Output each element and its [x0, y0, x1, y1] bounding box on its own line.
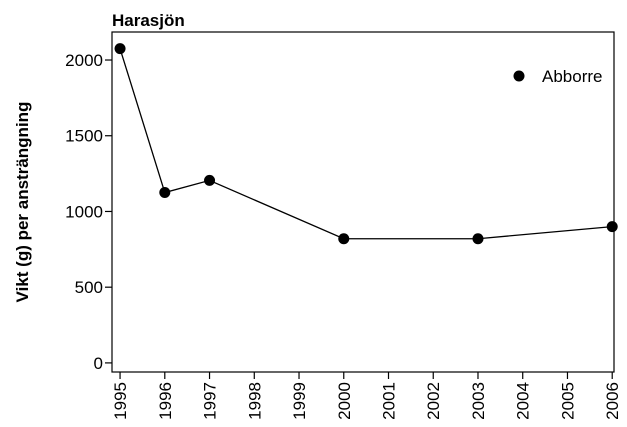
x-tick-label: 2001 — [380, 382, 399, 420]
point — [159, 187, 171, 199]
x-tick-label: 2003 — [469, 382, 488, 420]
x-tick-label: 1996 — [156, 382, 175, 420]
x-tick-label: 2004 — [514, 382, 533, 420]
x-tick-label: 1997 — [201, 382, 220, 420]
point — [472, 233, 484, 245]
plot-frame — [111, 31, 615, 373]
x-tick-label: 1999 — [290, 382, 309, 420]
point — [204, 174, 216, 186]
y-tick-label: 1500 — [65, 127, 103, 146]
y-tick-label: 0 — [94, 354, 103, 373]
point — [338, 233, 350, 245]
x-tick-label: 2005 — [558, 382, 577, 420]
point — [114, 43, 126, 55]
x-tick-label: 2006 — [603, 382, 622, 420]
chart-title: Harasjön — [112, 11, 185, 30]
point — [606, 221, 618, 233]
x-tick-label: 2000 — [335, 382, 354, 420]
y-tick-label: 1000 — [65, 202, 103, 221]
legend-marker — [513, 70, 525, 82]
x-tick-label: 2002 — [424, 382, 443, 420]
y-axis-label: Vikt (g) per ansträngning — [13, 102, 32, 303]
y-tick-label: 2000 — [65, 51, 103, 70]
y-tick-label: 500 — [75, 278, 103, 297]
line — [119, 48, 613, 240]
x-tick-label: 1995 — [111, 382, 130, 420]
x-tick-label: 1998 — [245, 382, 264, 420]
legend-label: Abborre — [542, 67, 602, 86]
